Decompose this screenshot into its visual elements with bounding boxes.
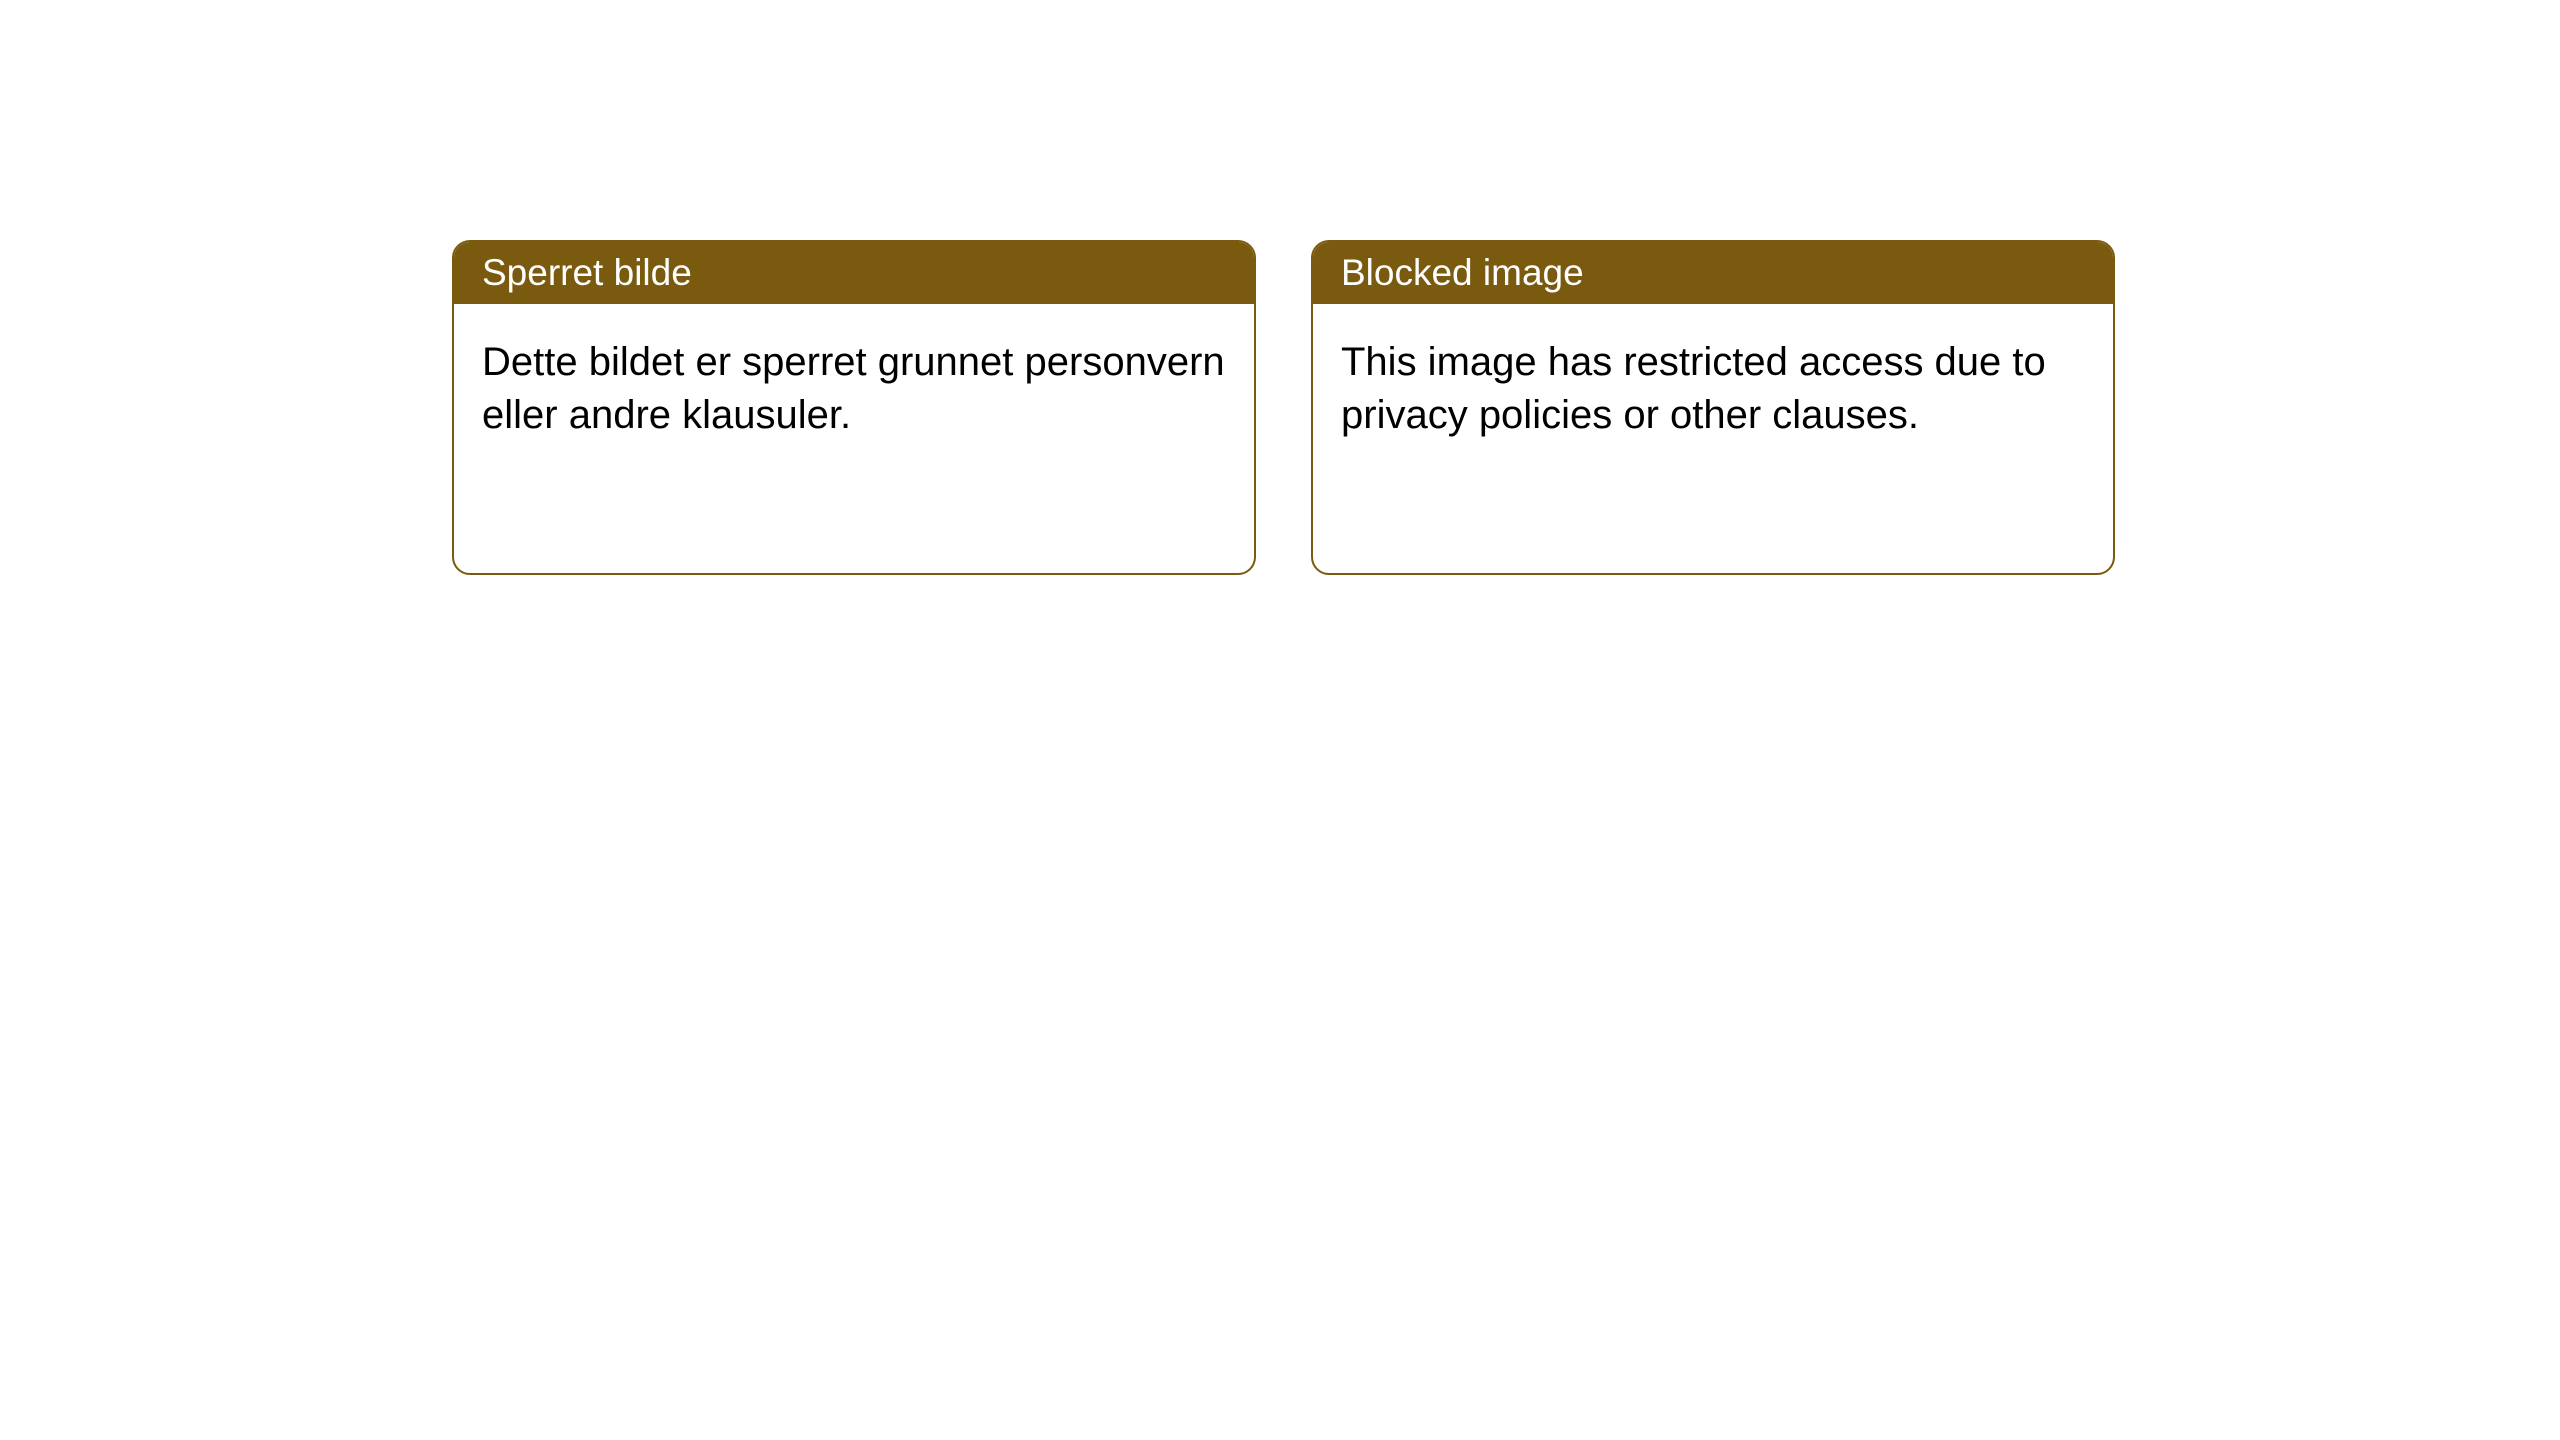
- card-title: Blocked image: [1313, 242, 2113, 304]
- notice-card-norwegian: Sperret bilde Dette bildet er sperret gr…: [452, 240, 1256, 575]
- blocked-image-cards: Sperret bilde Dette bildet er sperret gr…: [452, 240, 2115, 575]
- card-body-text: This image has restricted access due to …: [1313, 304, 2113, 474]
- card-title: Sperret bilde: [454, 242, 1254, 304]
- notice-card-english: Blocked image This image has restricted …: [1311, 240, 2115, 575]
- card-body-text: Dette bildet er sperret grunnet personve…: [454, 304, 1254, 474]
